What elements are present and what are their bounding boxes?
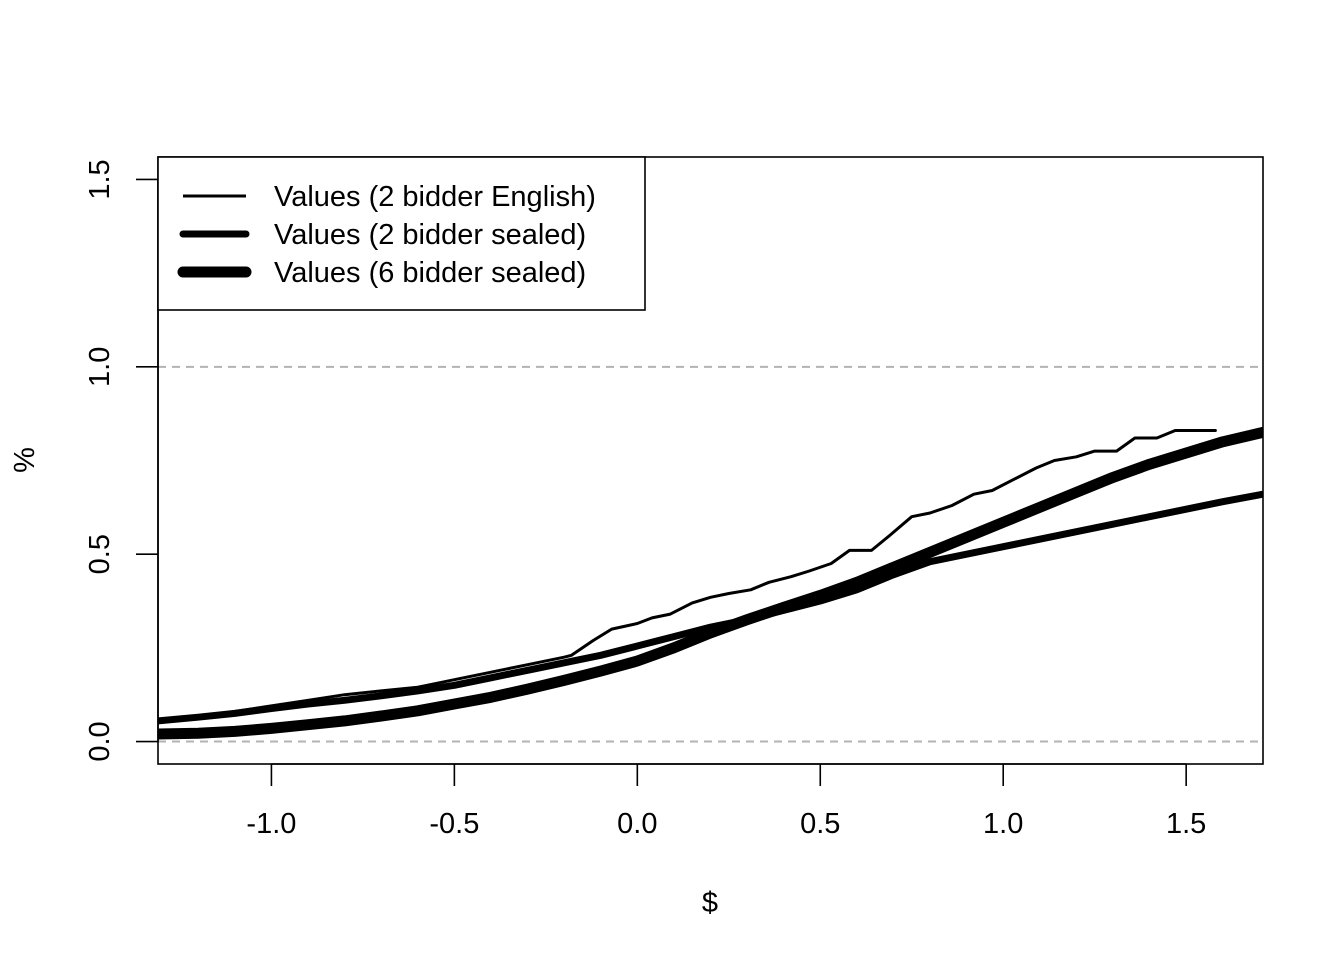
legend: Values (2 bidder English) Values (2 bidd… (157, 156, 646, 311)
y-axis: 0.0 0.5 1.0 1.5 (84, 159, 159, 762)
x-tick-label: -1.0 (246, 808, 296, 840)
x-tick-label: -0.5 (429, 808, 479, 840)
x-tick-label: 0.5 (800, 808, 840, 840)
y-tick-label: 1.5 (84, 159, 116, 199)
x-axis-label: $ (702, 887, 718, 919)
legend-label-2-sealed: Values (2 bidder sealed) (274, 219, 586, 251)
series-line-3 (158, 426, 1263, 740)
series-lines (158, 426, 1263, 740)
legend-label-6-sealed: Values (6 bidder sealed) (274, 257, 586, 289)
y-axis-label: % (9, 447, 41, 473)
x-axis: -1.0 -0.5 0.0 0.5 1.0 1.5 (246, 763, 1206, 840)
x-tick-label: 0.0 (617, 808, 657, 840)
legend-label-english: Values (2 bidder English) (274, 181, 596, 213)
y-tick-label: 0.5 (84, 534, 116, 574)
x-tick-label: 1.5 (1166, 808, 1206, 840)
reference-lines (158, 365, 1263, 743)
x-tick-label: 1.0 (983, 808, 1023, 840)
series-line-2 (158, 490, 1263, 725)
series-line-1 (158, 429, 1217, 725)
y-tick-label: 1.0 (84, 347, 116, 387)
y-tick-label: 0.0 (84, 721, 116, 761)
